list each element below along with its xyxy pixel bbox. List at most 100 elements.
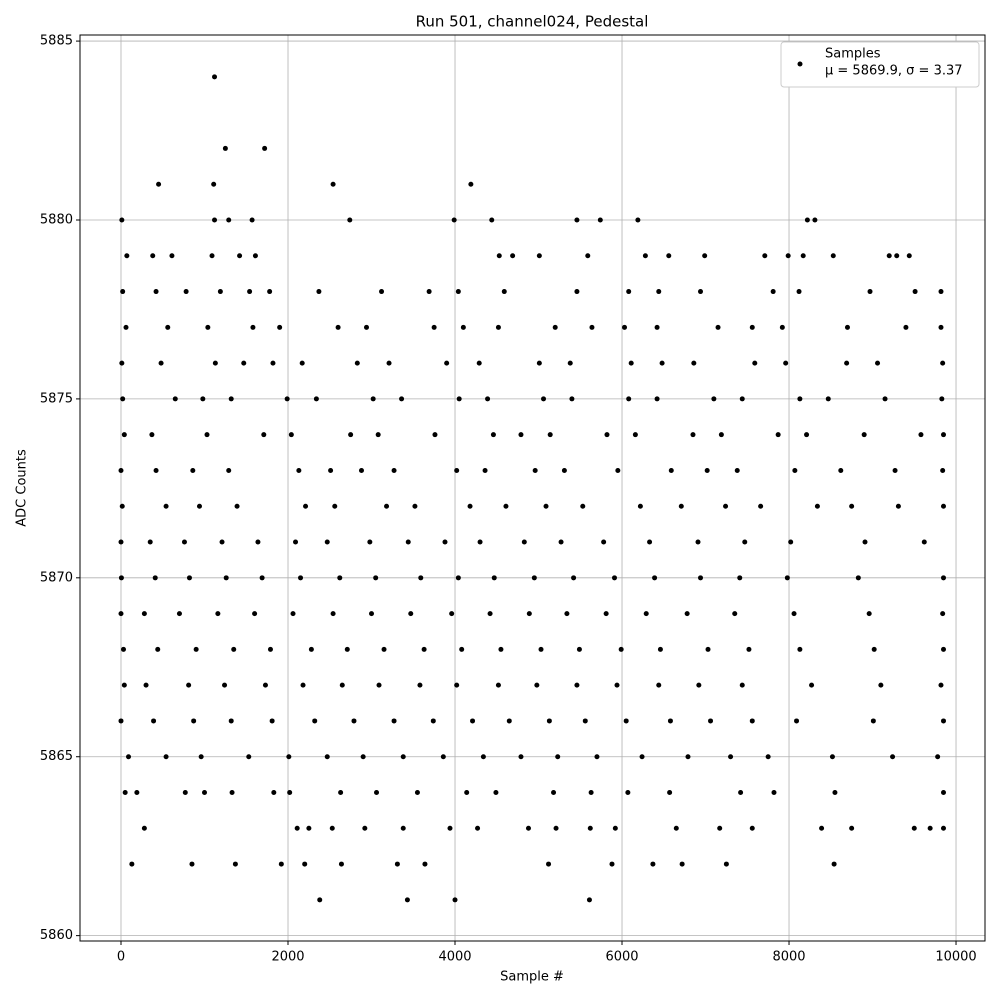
point [804, 432, 810, 438]
point [819, 825, 825, 831]
point [558, 539, 564, 545]
point [525, 825, 531, 831]
point [738, 790, 744, 796]
point [615, 467, 621, 473]
point [468, 181, 474, 187]
point [363, 324, 369, 330]
point [277, 324, 283, 330]
y-tick-label: 5870 [40, 570, 73, 585]
point [228, 396, 234, 402]
point [229, 790, 235, 796]
point [294, 825, 300, 831]
point [186, 575, 192, 581]
point [182, 790, 188, 796]
point [217, 289, 223, 295]
point [626, 289, 632, 295]
point [324, 754, 330, 760]
point [212, 217, 218, 223]
point [376, 682, 382, 688]
point [204, 432, 210, 438]
point [316, 289, 322, 295]
point [849, 503, 855, 509]
point [405, 539, 411, 545]
point [829, 754, 835, 760]
point [495, 682, 501, 688]
point [797, 646, 803, 652]
point [241, 360, 247, 366]
legend-note: μ = 5869.9, σ = 3.37 [825, 64, 963, 79]
point [938, 682, 944, 688]
point [555, 754, 561, 760]
point [330, 611, 336, 617]
point [118, 539, 124, 545]
point [717, 825, 723, 831]
x-tick-label: 6000 [605, 950, 638, 965]
point [536, 253, 542, 259]
point [882, 396, 888, 402]
point [564, 611, 570, 617]
point [732, 611, 738, 617]
point [567, 360, 573, 366]
point [300, 682, 306, 688]
point [330, 181, 336, 187]
point [412, 503, 418, 509]
point [247, 289, 253, 295]
point [147, 539, 153, 545]
point [940, 790, 946, 796]
point [212, 74, 218, 80]
point [452, 897, 458, 903]
point [912, 289, 918, 295]
point [306, 825, 312, 831]
point [749, 324, 755, 330]
point [202, 790, 208, 796]
point [844, 360, 850, 366]
legend-box [780, 41, 980, 88]
point [391, 467, 397, 473]
point [181, 539, 187, 545]
point [250, 324, 256, 330]
point [659, 360, 665, 366]
point [153, 467, 159, 473]
point [668, 467, 674, 473]
point [652, 575, 658, 581]
point [351, 718, 357, 724]
point [261, 432, 267, 438]
point [442, 539, 448, 545]
point [219, 539, 225, 545]
point [775, 432, 781, 438]
point [650, 861, 656, 867]
point [120, 289, 126, 295]
point [196, 503, 202, 509]
point [370, 396, 376, 402]
plot-frame [79, 34, 986, 942]
point [119, 503, 125, 509]
point [830, 253, 836, 259]
point [464, 790, 470, 796]
point [354, 360, 360, 366]
point [940, 646, 946, 652]
point [205, 324, 211, 330]
point [417, 682, 423, 688]
point [337, 575, 343, 581]
point [831, 861, 837, 867]
point [626, 396, 632, 402]
point [855, 575, 861, 581]
point [752, 360, 758, 366]
point [476, 360, 482, 366]
point [344, 646, 350, 652]
legend-marker [797, 61, 803, 67]
point [785, 253, 791, 259]
point [612, 825, 618, 831]
point [286, 754, 292, 760]
point [293, 539, 299, 545]
point [384, 503, 390, 509]
point [487, 611, 493, 617]
point [623, 718, 629, 724]
point [506, 718, 512, 724]
point [739, 396, 745, 402]
point [418, 575, 424, 581]
point [498, 646, 504, 652]
point [642, 253, 648, 259]
point [825, 396, 831, 402]
